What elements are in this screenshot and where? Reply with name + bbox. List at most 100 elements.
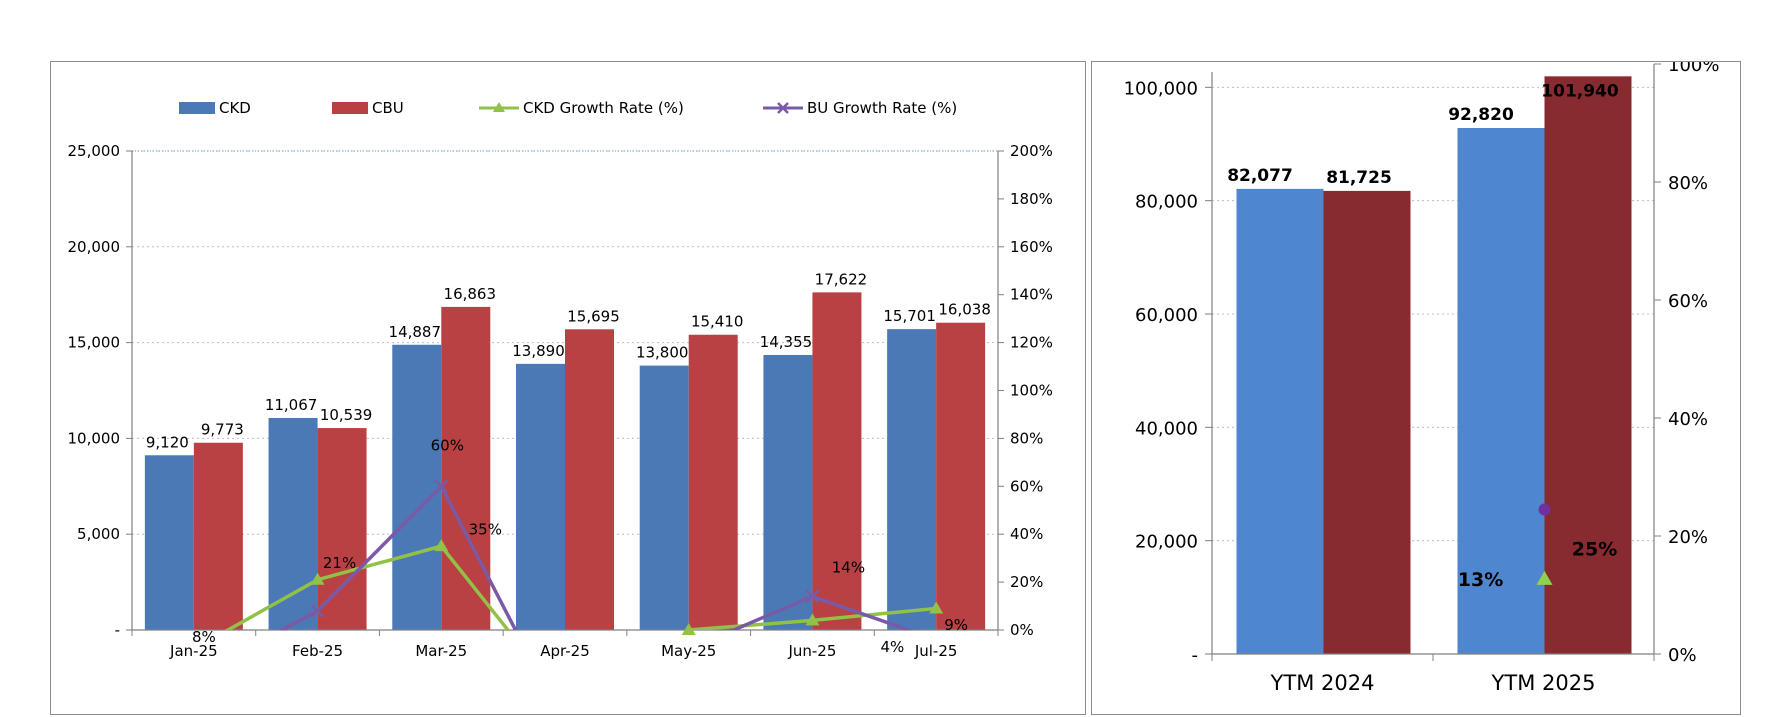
bar-cbu-jan-25 <box>193 442 243 630</box>
y2-axis-tick-label: 60% <box>1010 477 1043 495</box>
growth-label: 25% <box>1572 539 1617 561</box>
data-label: 82,077 <box>1227 166 1293 186</box>
bar-cbu-jun-25 <box>812 292 862 630</box>
y-axis-tick-label: 60,000 <box>1135 305 1198 326</box>
y2-axis-tick-label: 0% <box>1010 621 1034 639</box>
data-label: 9,120 <box>146 433 189 451</box>
legend-item-ckd-growth-rate: CKD Growth Rate (%) <box>479 99 684 117</box>
growth-marker-triangle <box>1536 570 1553 585</box>
legend-swatch <box>179 102 215 114</box>
y-axis-tick-label: 80,000 <box>1135 192 1198 213</box>
y-axis-tick-label: - <box>115 621 120 639</box>
bar-ckd-mar-25 <box>392 344 442 630</box>
monthly-chart: - 5,000 10,000 15,000 20,000 25,000 0% 20% 40% 60… <box>68 99 1053 660</box>
bar-cbu-apr-25 <box>565 329 614 630</box>
line-data-label: 14% <box>832 559 865 577</box>
data-label: 13,800 <box>636 344 689 362</box>
y2-axis-tick-label: 80% <box>1668 173 1708 194</box>
data-label: 17,622 <box>815 270 868 288</box>
ytm-chart-panel: - 20,000 40,000 60,000 80,000 100,000 0% 20% 40%… <box>1091 61 1741 715</box>
legend-label: CKD <box>219 99 251 117</box>
monthly-chart-panel: - 5,000 10,000 15,000 20,000 25,000 0% 20% 40% 60… <box>50 61 1086 715</box>
bar-series-2-ytm-2024 <box>1323 190 1411 654</box>
data-label: 92,820 <box>1448 105 1514 125</box>
y-axis-tick-label: - <box>1192 645 1199 666</box>
marker-ckd-growth-rate <box>310 572 325 585</box>
bar-series-1-ytm-2024 <box>1236 188 1324 654</box>
line-data-label: 35% <box>469 520 502 538</box>
data-label: 13,890 <box>512 342 565 360</box>
marker-bu-growth-rate <box>434 479 449 494</box>
bar-cbu-may-25 <box>688 334 738 630</box>
y-axis-tick-label: 5,000 <box>77 525 120 543</box>
y-axis-tick-label: 10,000 <box>68 429 121 447</box>
marker-ckd-growth-rate <box>929 601 944 614</box>
line-data-label: 60% <box>431 437 464 455</box>
line-data-label: 9% <box>944 616 968 634</box>
x-axis-tick-label: Jul-25 <box>914 642 958 660</box>
y2-axis-tick-label: 100% <box>1668 62 1719 76</box>
bar-ckd-jan-25 <box>144 455 194 630</box>
y2-axis-tick-label: 40% <box>1668 409 1708 430</box>
data-label: 10,539 <box>320 406 373 424</box>
marker-bu-growth-rate <box>805 589 820 604</box>
bar-cbu-feb-25 <box>317 428 367 630</box>
legend-label: CKD Growth Rate (%) <box>523 99 684 117</box>
y-axis-tick-label: 40,000 <box>1135 418 1198 439</box>
legend-marker <box>777 102 789 114</box>
y-axis-tick-label: 100,000 <box>1124 78 1198 99</box>
legend-swatch <box>332 102 368 114</box>
data-label: 16,863 <box>444 285 497 303</box>
marker-bu-growth-rate <box>310 603 325 618</box>
y2-axis-tick-label: 100% <box>1010 382 1053 400</box>
y2-axis-tick-label: 140% <box>1010 286 1053 304</box>
bar-cbu-mar-25 <box>441 306 491 630</box>
y2-axis-tick-label: 60% <box>1668 291 1708 312</box>
growth-label: 13% <box>1458 569 1503 591</box>
legend-label: BU Growth Rate (%) <box>807 99 957 117</box>
x-axis-tick-label: Jan-25 <box>169 642 218 660</box>
x-axis-tick-label: Jun-25 <box>787 642 836 660</box>
bar-ckd-may-25 <box>639 365 689 630</box>
x-axis-tick-label: Feb-25 <box>292 642 343 660</box>
data-label: 16,038 <box>938 301 991 319</box>
data-label: 101,940 <box>1541 81 1619 101</box>
line-data-label: 8% <box>192 628 216 646</box>
y2-axis-tick-label: 40% <box>1010 525 1043 543</box>
bar-series-1-ytm-2025 <box>1457 128 1545 654</box>
marker-ckd-growth-rate <box>434 539 449 552</box>
bar-cbu-jul-25 <box>936 322 986 630</box>
y-axis-tick-label: 15,000 <box>68 334 121 352</box>
data-label: 81,725 <box>1326 168 1392 188</box>
y-axis-tick-label: 20,000 <box>68 238 121 256</box>
bar-ckd-feb-25 <box>268 417 318 630</box>
data-label: 15,695 <box>567 307 620 325</box>
x-axis-tick-label: Apr-25 <box>540 642 590 660</box>
data-label: 14,355 <box>760 333 813 351</box>
legend-item-cbu: CBU <box>332 99 404 117</box>
y2-axis-tick-label: 20% <box>1010 573 1043 591</box>
y2-axis-tick-label: 160% <box>1010 238 1053 256</box>
data-label: 9,773 <box>201 421 244 439</box>
growth-marker-circle <box>1538 503 1551 516</box>
bar-ckd-jul-25 <box>887 329 937 630</box>
y2-axis-tick-label: 80% <box>1010 429 1043 447</box>
ytm-chart: - 20,000 40,000 60,000 80,000 100,000 0% 20% 40%… <box>1124 62 1720 695</box>
marker-ckd-growth-rate <box>805 613 820 626</box>
legend-item-bu-growth-rate: BU Growth Rate (%) <box>763 99 957 117</box>
x-axis-tick-label: Mar-25 <box>415 642 467 660</box>
legend-item-ckd: CKD <box>179 99 251 117</box>
marker-ckd-growth-rate <box>681 623 696 635</box>
bar-ckd-jun-25 <box>763 354 813 630</box>
y2-axis-tick-label: 0% <box>1668 645 1697 666</box>
x-axis-tick-label: YTM 2025 <box>1491 671 1596 695</box>
x-axis-tick-label: May-25 <box>661 642 716 660</box>
data-label: 15,701 <box>883 307 936 325</box>
line-data-label: 4% <box>881 638 905 656</box>
y-axis-tick-label: 25,000 <box>68 142 121 160</box>
y2-axis-tick-label: 200% <box>1010 142 1053 160</box>
x-axis-tick-label: YTM 2024 <box>1270 671 1375 695</box>
data-label: 14,887 <box>389 323 442 341</box>
legend-label: CBU <box>372 99 404 117</box>
data-label: 11,067 <box>265 396 318 414</box>
